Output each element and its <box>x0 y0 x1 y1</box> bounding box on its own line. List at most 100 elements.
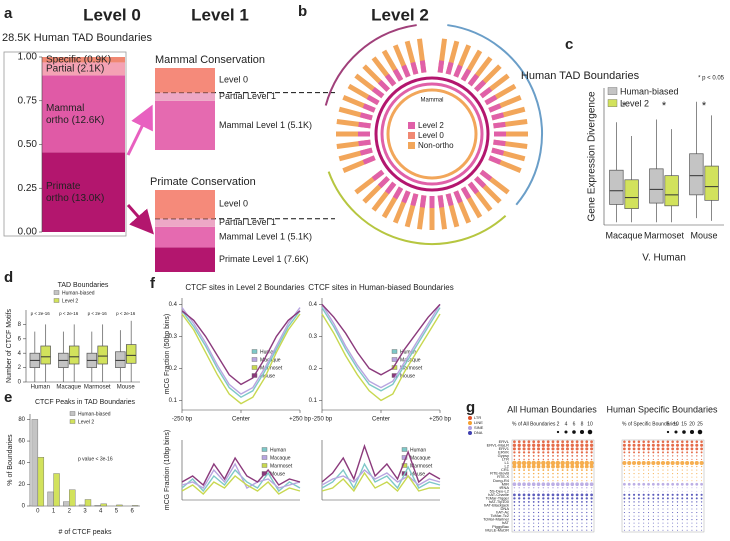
dot <box>696 476 698 478</box>
dot <box>700 455 703 457</box>
dot <box>662 526 664 528</box>
bar <box>131 505 139 507</box>
dot <box>691 458 693 461</box>
dot <box>576 518 578 521</box>
dot <box>691 476 693 478</box>
dot <box>512 482 517 487</box>
y-tick-label: 80 <box>18 417 25 423</box>
dot <box>542 480 544 482</box>
series-line <box>181 456 301 487</box>
dot <box>560 482 565 487</box>
dot <box>547 487 549 489</box>
dot <box>586 511 588 514</box>
size-legend-title: % of Specific Boundaries <box>622 421 678 427</box>
dot <box>566 469 569 471</box>
row-label: hAT-Blackjack <box>484 503 509 508</box>
dot <box>632 447 636 451</box>
dot <box>547 518 549 521</box>
dot <box>590 455 593 457</box>
dot <box>532 518 535 521</box>
dot <box>676 504 679 507</box>
class-legend-dot <box>468 431 472 435</box>
dot <box>566 493 569 497</box>
dot <box>690 482 694 486</box>
spoke <box>401 190 411 204</box>
dot <box>700 443 704 447</box>
dot <box>638 455 640 457</box>
dot <box>552 522 554 524</box>
dot <box>518 508 520 510</box>
dot <box>638 465 640 468</box>
dot <box>643 480 645 482</box>
dot <box>571 501 574 503</box>
dot <box>666 440 670 444</box>
dot <box>528 458 530 461</box>
dot <box>648 508 650 510</box>
dot <box>686 490 688 492</box>
dot <box>633 473 635 475</box>
dot <box>638 504 640 507</box>
legend-label: Human-biased <box>78 411 111 417</box>
dot <box>527 493 531 497</box>
dot <box>532 458 535 461</box>
dot <box>523 511 525 514</box>
dot <box>685 440 689 444</box>
dot <box>657 490 659 492</box>
dot <box>638 526 640 528</box>
dot <box>590 518 593 521</box>
dot <box>575 497 579 500</box>
y-tick-label: 0.50 <box>18 139 38 150</box>
dot <box>575 493 579 497</box>
dot <box>513 476 516 478</box>
box <box>664 175 679 207</box>
dot <box>513 497 516 500</box>
dot <box>691 480 693 482</box>
legend-swatch <box>251 357 258 362</box>
dot <box>642 451 645 454</box>
dot <box>523 458 525 461</box>
size-legend-label: 2 <box>557 421 560 427</box>
dot <box>571 458 574 461</box>
dot <box>667 480 669 482</box>
dot <box>700 501 703 503</box>
spoke <box>445 61 454 75</box>
dot <box>523 455 525 457</box>
dot <box>701 480 703 482</box>
dot <box>681 522 683 524</box>
dot <box>590 476 593 478</box>
dot <box>575 482 579 487</box>
dot <box>667 465 669 468</box>
dot <box>580 443 584 447</box>
x-tick-label: 3 <box>83 509 87 515</box>
dot <box>690 443 694 447</box>
dot <box>681 508 683 510</box>
dot <box>667 526 669 528</box>
spoke <box>474 176 487 189</box>
dot <box>643 529 645 531</box>
size-legend-label: 25 <box>697 421 703 427</box>
dot <box>681 504 683 507</box>
segment-label: Mammal Level 1 (5.1K) <box>219 120 312 130</box>
dot <box>533 529 535 531</box>
dot <box>686 526 688 528</box>
dot <box>586 480 588 482</box>
dot <box>671 440 674 444</box>
dot <box>627 443 631 447</box>
dot <box>528 472 530 475</box>
y-tick-label: 8 <box>18 322 22 328</box>
dot <box>542 529 544 531</box>
dot <box>551 493 555 497</box>
dot <box>590 493 593 497</box>
dot <box>556 497 559 500</box>
dot <box>661 440 665 444</box>
dot <box>672 515 674 517</box>
dot <box>701 490 703 492</box>
dot <box>632 493 636 496</box>
dot <box>672 490 674 492</box>
dot <box>557 526 559 528</box>
dot <box>571 451 574 454</box>
dot <box>666 451 669 454</box>
dot <box>633 469 635 471</box>
dot <box>586 508 588 510</box>
dot <box>657 451 660 454</box>
